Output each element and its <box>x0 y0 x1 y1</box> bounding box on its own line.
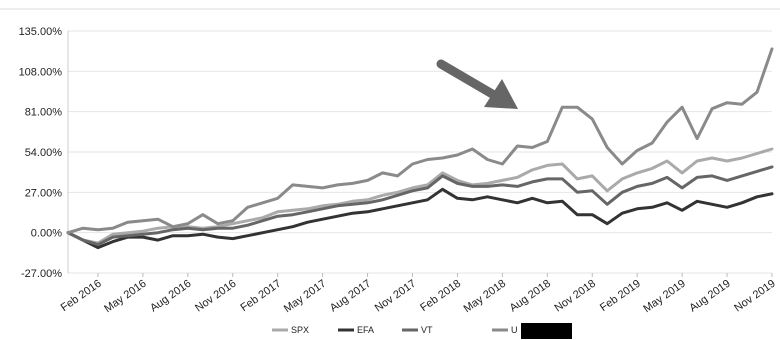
y-tick-label: 0.00% <box>31 228 62 240</box>
y-tick-label: 81.00% <box>25 107 63 119</box>
legend-label-spx: SPX <box>291 325 309 335</box>
series-line-vt <box>66 165 774 247</box>
y-tick-label: 108.00% <box>19 66 63 78</box>
x-tick-label: May 2019 <box>641 278 687 316</box>
legend-label-vt: VT <box>421 325 433 335</box>
x-tick-label: Aug 2016 <box>148 278 193 315</box>
series-line-spx <box>66 147 774 245</box>
legend-label-efa: EFA <box>357 325 374 335</box>
x-tick-label: May 2018 <box>462 278 508 316</box>
x-tick-label: Aug 2018 <box>508 278 553 315</box>
x-tick-label: Nov 2019 <box>732 278 777 315</box>
x-tick-label: Nov 2017 <box>373 278 418 315</box>
legend-label-u: U <box>511 325 518 335</box>
series-lines <box>66 47 774 250</box>
x-tick-label: Nov 2018 <box>553 278 598 315</box>
series-line-efa <box>66 187 774 250</box>
grid-lines <box>68 30 772 274</box>
legend: SPX EFA VT U <box>272 323 572 339</box>
arrow-shaft <box>436 59 499 100</box>
redaction-box <box>521 323 572 339</box>
annotation-arrow <box>436 59 518 109</box>
arrow-head <box>484 79 518 109</box>
y-tick-label: 54.00% <box>25 147 63 159</box>
x-tick-label: Feb 2017 <box>238 278 283 314</box>
x-tick-label: May 2016 <box>102 278 148 316</box>
x-tick-label: Aug 2017 <box>328 278 373 315</box>
y-axis: 135.00% 108.00% 81.00% 54.00% 27.00% 0.00% -27… <box>19 26 69 280</box>
x-tick-label: Feb 2016 <box>59 278 104 314</box>
x-tick-label: May 2017 <box>282 278 328 316</box>
y-tick-label: 27.00% <box>25 187 63 199</box>
y-tick-label: -27.00% <box>21 268 62 280</box>
x-tick-label: Aug 2019 <box>687 278 732 315</box>
x-tick-label: Feb 2019 <box>598 278 643 314</box>
y-tick-label: 135.00% <box>19 26 63 38</box>
x-tick-label: Feb 2018 <box>418 278 463 314</box>
x-tick-label: Nov 2016 <box>193 278 238 315</box>
series-line-u <box>66 47 774 235</box>
